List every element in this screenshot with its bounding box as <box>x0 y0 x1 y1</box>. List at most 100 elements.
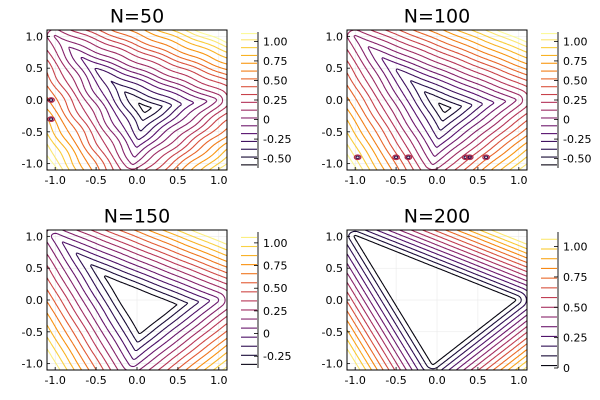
colorbar-tick-label: 0.50 <box>263 74 288 87</box>
colorbar-tick-label: -0.50 <box>563 153 591 166</box>
artifact-contour <box>483 155 489 159</box>
y-tick-label: 0.5 <box>26 262 44 275</box>
x-tick-label: 0.0 <box>128 374 146 387</box>
y-tick-label: -1.0 <box>322 358 343 371</box>
x-tick-label: -1.0 <box>44 174 65 187</box>
contour-line <box>89 264 189 343</box>
y-tick-label: 0.0 <box>26 94 44 107</box>
y-tick-label: -1.0 <box>22 158 43 171</box>
colorbar-tick-label: 0.50 <box>563 301 588 314</box>
y-tick-label: -0.5 <box>22 126 43 139</box>
contour-lines <box>47 230 227 370</box>
contour-line <box>53 34 218 166</box>
chart-title: N=50 <box>110 6 164 28</box>
colorbar-tick-label: 0 <box>563 362 570 375</box>
contour-line <box>103 275 178 335</box>
artifact-contour <box>353 154 362 161</box>
x-tick-label: 1.0 <box>210 374 228 387</box>
colorbar-tick-label: 0.75 <box>563 55 588 68</box>
colorbar-tick-label: 1.00 <box>263 35 288 48</box>
y-tick-label: 0.5 <box>326 262 344 275</box>
x-tick-label: 0.0 <box>428 374 446 387</box>
contour-line <box>409 80 473 131</box>
x-tick-label: 1.0 <box>210 174 228 187</box>
x-tick-label: -0.5 <box>385 374 406 387</box>
contour-line <box>80 57 195 148</box>
x-tick-label: -1.0 <box>44 374 65 387</box>
artifact-contour <box>465 154 474 161</box>
x-tick-label: -0.5 <box>85 174 106 187</box>
artifact-contour <box>406 155 411 159</box>
artifact-contour <box>355 155 360 159</box>
colorbar: -0.50 -0.25 0 0.25 0.50 0.75 1.00 <box>241 32 291 168</box>
contour-line <box>110 80 172 132</box>
colorbar-tick-label: 0.25 <box>563 332 588 345</box>
y-tick-label: -1.0 <box>322 158 343 171</box>
contour-line <box>353 234 517 366</box>
contour-line <box>47 230 227 370</box>
colorbar-tick-label: 0 <box>263 328 270 341</box>
colorbar-tick-label: 0.25 <box>263 305 288 318</box>
contour-line <box>367 46 507 157</box>
y-tick-label: 1.0 <box>326 30 344 43</box>
contour-line <box>123 91 163 122</box>
x-tick-label: 0.5 <box>169 174 187 187</box>
contour-line <box>138 102 152 114</box>
colorbar-tick-label: 0 <box>563 114 570 127</box>
x-tick-label: 1.0 <box>510 374 528 387</box>
colorbar-tick-label: 0 <box>263 114 270 127</box>
colorbar-tick-label: 1.00 <box>563 35 588 48</box>
artifact-contour <box>463 155 468 159</box>
y-tick-label: 1.0 <box>26 30 44 43</box>
contour-line <box>47 230 226 370</box>
y-tick-label: 1.0 <box>26 230 44 243</box>
contour-line <box>395 68 483 140</box>
y-tick-label: -0.5 <box>22 326 43 339</box>
x-tick-label: -1.0 <box>344 174 365 187</box>
colorbar: -0.50 -0.25 0 0.25 0.50 0.75 1.00 <box>541 32 591 168</box>
artifact-contour <box>393 155 399 159</box>
contour-lines <box>47 30 227 170</box>
artifact-contour <box>461 154 470 161</box>
contour-line <box>348 230 522 370</box>
contour-line <box>423 91 463 122</box>
colorbar-tick-label: -0.25 <box>263 350 291 363</box>
x-tick-label: -1.0 <box>344 374 365 387</box>
chart-panel-1: N=50 -1.0 -0.5 0.0 0.5 1.0 -1.0 -0.5 0.0 0.5 1.0 -0… <box>22 6 292 188</box>
y-tick-label: 0.5 <box>26 62 44 75</box>
x-tick-label: 0.5 <box>469 374 487 387</box>
x-tick-label: -0.5 <box>85 374 106 387</box>
y-tick-label: 0.0 <box>326 294 344 307</box>
y-tick-label: -0.5 <box>322 326 343 339</box>
chart-panel-4: N=200 -1.0 -0.5 0.0 0.5 1.0 -1.0 -0.5 0.0 0.5 1.00… <box>322 206 588 388</box>
x-tick-label: 0.0 <box>128 174 146 187</box>
x-tick-label: 0.5 <box>469 174 487 187</box>
contour-line <box>75 252 200 352</box>
colorbar-tick-label: 1.00 <box>263 237 288 250</box>
colorbar-tick-label: 0.75 <box>263 55 288 68</box>
contour-line <box>381 57 495 148</box>
artifact-contour <box>482 154 490 161</box>
colorbar-tick-label: 0.75 <box>563 271 588 284</box>
colorbar-tick-label: 0.50 <box>563 74 588 87</box>
colorbar-tick-label: 0.25 <box>563 94 588 107</box>
chart-title: N=100 <box>404 6 470 28</box>
colorbar-tick-label: -0.25 <box>563 133 591 146</box>
colorbar-tick-label: 1.00 <box>563 241 588 254</box>
artifact-contour <box>392 154 400 161</box>
colorbar-tick-label: 0.25 <box>263 94 288 107</box>
colorbar: -0.25 0 0.25 0.50 0.75 1.00 <box>241 232 291 368</box>
contour-lines <box>347 230 527 370</box>
contour-line <box>61 241 210 360</box>
y-tick-label: 0.5 <box>326 62 344 75</box>
chart-title: N=200 <box>404 206 470 228</box>
artifact-contour <box>48 117 54 121</box>
colorbar-tick-label: -0.25 <box>263 133 291 146</box>
contour-line <box>68 46 208 158</box>
x-tick-label: 0.5 <box>169 374 187 387</box>
colorbar-tick-label: -0.50 <box>263 153 291 166</box>
y-tick-label: 0.0 <box>26 294 44 307</box>
contour-line <box>50 232 220 368</box>
y-tick-label: -0.5 <box>322 126 343 139</box>
